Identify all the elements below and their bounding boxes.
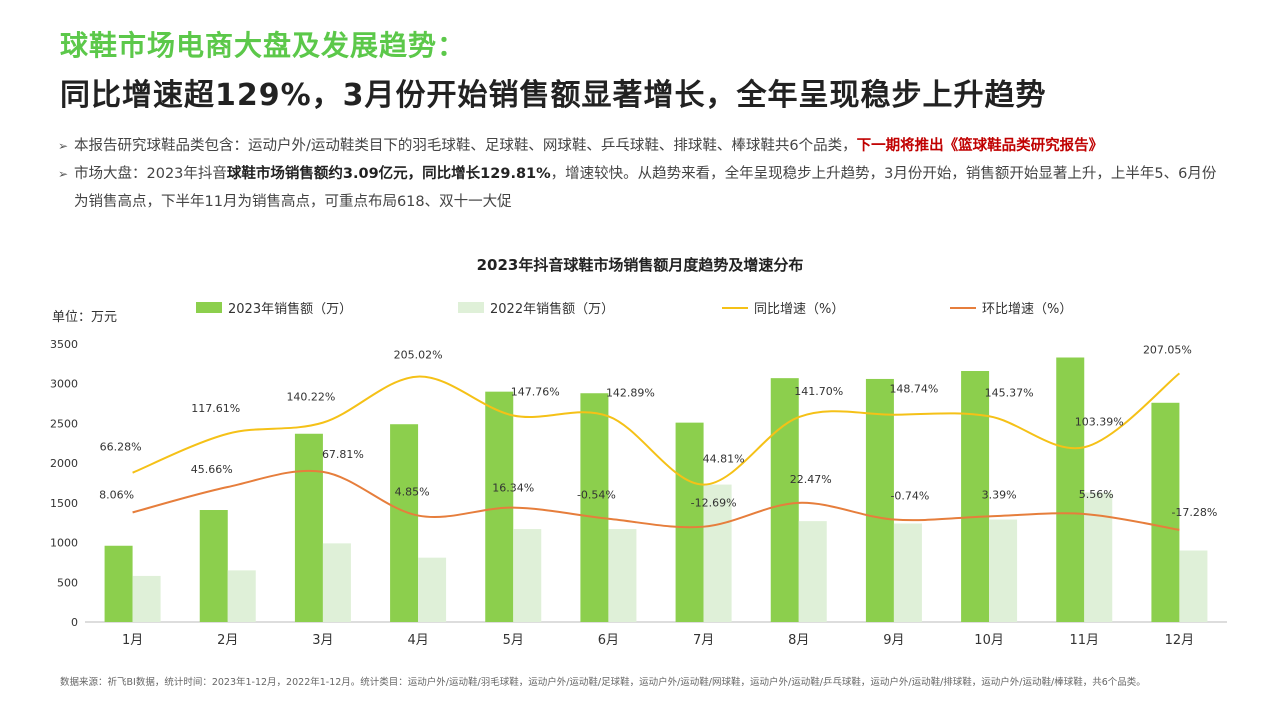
bar-2022 bbox=[1084, 492, 1113, 622]
x-tick-label: 2月 bbox=[217, 633, 238, 648]
line-yoy bbox=[132, 372, 1181, 486]
data-label-yoy: 148.74% bbox=[889, 383, 938, 396]
unit-label: 单位：万元 bbox=[52, 310, 118, 325]
bar-2022 bbox=[132, 575, 161, 622]
bullet-market: ➢ 市场大盘：2023年抖音球鞋市场销售额约3.09亿元，同比增长129.81%… bbox=[58, 160, 1228, 216]
bullet-market-rest: ，增速较快。从趋势来看，全年呈现稳步上升趋势，3月份开始，销售额开始显著上升，上… bbox=[74, 166, 1217, 210]
bar-2023 bbox=[1151, 402, 1180, 622]
data-label-mom: 67.81% bbox=[322, 448, 364, 461]
y-tick-label: 500 bbox=[57, 576, 78, 589]
legend-item-2023-sales: 2023年销售额（万） bbox=[196, 298, 352, 317]
x-tick-label: 5月 bbox=[503, 633, 524, 648]
data-label-yoy: 44.81% bbox=[703, 453, 745, 466]
data-label-mom: -12.69% bbox=[691, 497, 737, 510]
bar-2022 bbox=[418, 557, 447, 622]
bar-2022 bbox=[608, 529, 637, 622]
x-tick-label: 11月 bbox=[1069, 633, 1099, 648]
data-label-mom: -17.28% bbox=[1171, 506, 1217, 519]
data-label-yoy: 142.89% bbox=[606, 386, 655, 399]
line-mom bbox=[132, 469, 1180, 531]
bar-2022 bbox=[989, 519, 1018, 622]
y-tick-label: 1000 bbox=[50, 537, 78, 550]
legend-label-2023: 2023年销售额（万） bbox=[228, 302, 353, 317]
x-tick-label: 9月 bbox=[883, 633, 904, 648]
data-label-mom: 5.56% bbox=[1079, 488, 1114, 501]
data-label-yoy: 117.61% bbox=[191, 402, 240, 415]
legend-label-2022: 2022年销售额（万） bbox=[490, 302, 615, 317]
data-label-mom: 22.47% bbox=[790, 473, 832, 486]
bar-2022 bbox=[1179, 550, 1208, 622]
bar-2023 bbox=[294, 433, 323, 622]
data-label-mom: 4.85% bbox=[395, 486, 430, 499]
bar-2022 bbox=[513, 529, 542, 622]
bullet-list: ➢ 本报告研究球鞋品类包含：运动户外/运动鞋类目下的羽毛球鞋、足球鞋、网球鞋、乒… bbox=[58, 132, 1228, 216]
data-source-note: 数据来源：祈飞BI数据，统计时间：2023年1-12月，2022年1-12月。统… bbox=[60, 677, 1146, 688]
bar-2023 bbox=[199, 510, 228, 622]
data-label-yoy: 141.70% bbox=[794, 385, 843, 398]
x-tick-label: 7月 bbox=[693, 633, 714, 648]
data-label-yoy: 147.76% bbox=[511, 385, 560, 398]
bar-2022 bbox=[227, 570, 256, 622]
bar-2023 bbox=[580, 393, 609, 622]
arrow-icon: ➢ bbox=[58, 167, 69, 181]
legend-label-mom: 环比增速（%） bbox=[982, 302, 1073, 317]
x-tick-label: 12月 bbox=[1165, 633, 1195, 648]
legend-line-mom bbox=[950, 306, 976, 309]
y-tick-label: 3000 bbox=[50, 378, 78, 391]
bar-2023 bbox=[104, 545, 133, 622]
bullet-market-prefix: 市场大盘：2023年抖音 bbox=[74, 166, 227, 182]
bar-2022 bbox=[893, 523, 922, 622]
bar-2023 bbox=[390, 424, 419, 622]
bar-2023 bbox=[865, 378, 894, 622]
x-tick-label: 4月 bbox=[407, 633, 428, 648]
data-label-yoy: 145.37% bbox=[985, 386, 1034, 399]
legend-swatch-2023 bbox=[196, 302, 222, 313]
combo-chart: 0 500 1000 1500 2000 2500 3000 3500 1月 2月 3月 4月 5月 6月… bbox=[50, 338, 1227, 648]
x-tick-label: 1月 bbox=[122, 633, 143, 648]
chart-title: 2023年抖音球鞋市场销售额月度趋势及增速分布 bbox=[476, 256, 804, 274]
legend-item-mom: 环比增速（%） bbox=[950, 298, 1072, 317]
bar-2022 bbox=[798, 521, 827, 622]
y-tick-label: 3500 bbox=[50, 338, 78, 351]
data-label-mom: 3.39% bbox=[982, 488, 1017, 501]
data-label-yoy: 66.28% bbox=[100, 441, 142, 454]
page-title: 球鞋市场电商大盘及发展趋势： bbox=[60, 29, 467, 62]
bullet-scope-text: 本报告研究球鞋品类包含：运动户外/运动鞋类目下的羽毛球鞋、足球鞋、网球鞋、乒乓球… bbox=[74, 138, 857, 154]
data-label-mom: -0.54% bbox=[577, 489, 616, 502]
bar-2022 bbox=[703, 484, 732, 622]
bar-2022 bbox=[322, 543, 351, 622]
x-tick-label: 10月 bbox=[974, 633, 1004, 648]
legend-swatch-2022 bbox=[458, 302, 484, 313]
data-label-mom: 8.06% bbox=[99, 488, 134, 501]
bullet-market-highlight: 球鞋市场销售额约3.09亿元，同比增长129.81% bbox=[226, 166, 551, 182]
chart-legend: 2023年销售额（万） 2022年销售额（万） 同比增速（%） 环比增速（%） bbox=[0, 298, 1280, 318]
bar-2023 bbox=[675, 422, 704, 622]
data-label-mom: 16.34% bbox=[492, 482, 534, 495]
y-tick-label: 2000 bbox=[50, 457, 78, 470]
page-subtitle: 同比增速超129%，3月份开始销售额显著增长，全年呈现稳步上升趋势 bbox=[60, 78, 1047, 113]
y-tick-label: 2500 bbox=[50, 417, 78, 430]
legend-line-yoy bbox=[722, 306, 748, 309]
legend-item-yoy: 同比增速（%） bbox=[722, 298, 844, 317]
data-label-mom: -0.74% bbox=[890, 490, 929, 503]
bar-2023 bbox=[1056, 357, 1085, 622]
data-label-yoy: 207.05% bbox=[1143, 343, 1192, 356]
x-tick-label: 6月 bbox=[598, 633, 619, 648]
y-tick-label: 0 bbox=[71, 616, 78, 629]
legend-item-2022-sales: 2022年销售额（万） bbox=[458, 298, 614, 317]
y-tick-label: 1500 bbox=[50, 497, 78, 510]
data-label-yoy: 103.39% bbox=[1075, 415, 1124, 428]
x-tick-label: 8月 bbox=[788, 633, 809, 648]
arrow-icon: ➢ bbox=[58, 139, 69, 153]
bar-2023 bbox=[770, 378, 799, 622]
data-label-yoy: 140.22% bbox=[286, 391, 335, 404]
legend-label-yoy: 同比增速（%） bbox=[754, 302, 845, 317]
x-tick-label: 3月 bbox=[312, 633, 333, 648]
next-report-notice: 下一期将推出《篮球鞋品类研究报告》 bbox=[856, 138, 1104, 154]
bullet-scope: ➢ 本报告研究球鞋品类包含：运动户外/运动鞋类目下的羽毛球鞋、足球鞋、网球鞋、乒… bbox=[58, 132, 1228, 160]
data-label-yoy: 205.02% bbox=[394, 349, 443, 362]
data-label-mom: 45.66% bbox=[191, 463, 233, 476]
